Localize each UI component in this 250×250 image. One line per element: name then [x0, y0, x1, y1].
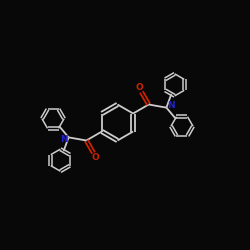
- Text: O: O: [136, 83, 143, 92]
- Text: O: O: [92, 153, 99, 162]
- Text: N: N: [60, 135, 68, 144]
- Text: N: N: [168, 101, 175, 110]
